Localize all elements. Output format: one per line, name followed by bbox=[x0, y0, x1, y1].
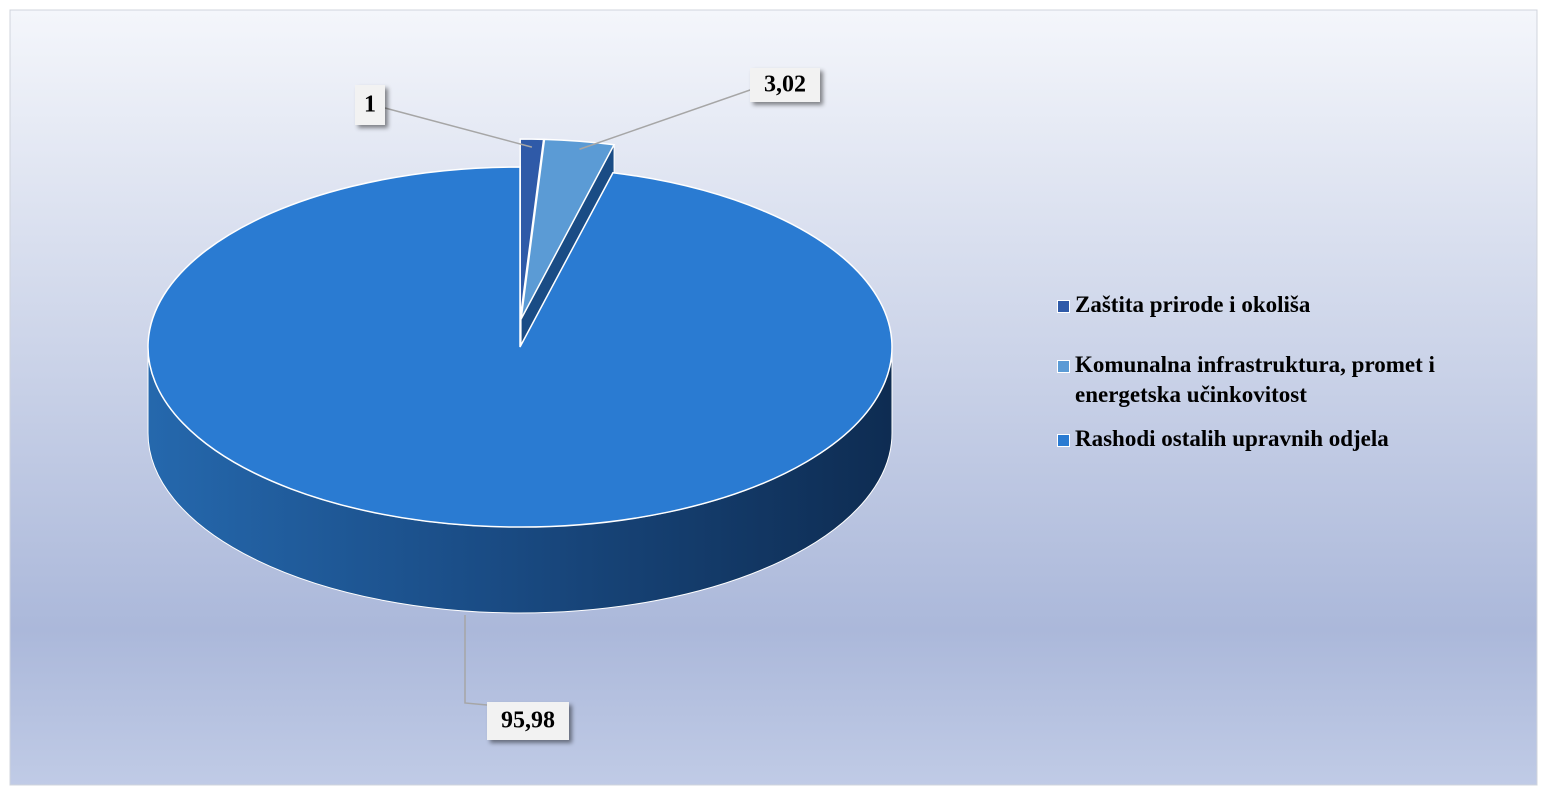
leader-line bbox=[384, 107, 533, 148]
slice bbox=[147, 166, 893, 528]
legend-label: Rashodi ostalih upravnih odjela bbox=[1075, 426, 1389, 451]
pie bbox=[147, 138, 893, 614]
leader-line bbox=[464, 615, 488, 706]
legend-item: Komunalna infrastruktura, promet i energ… bbox=[1055, 350, 1535, 410]
data-label-box bbox=[487, 702, 569, 740]
legend-item: Rashodi ostalih upravnih odjela bbox=[1055, 424, 1535, 454]
data-label: 1 bbox=[364, 92, 376, 118]
legend-label: Zaštita prirode i okoliša bbox=[1075, 292, 1311, 317]
legend-swatch bbox=[1057, 360, 1070, 373]
data-label: 3,02 bbox=[764, 72, 806, 98]
slice bbox=[519, 138, 545, 320]
legend-swatch bbox=[1057, 434, 1070, 447]
data-label: 95,98 bbox=[501, 708, 555, 734]
legend-swatch bbox=[1057, 300, 1070, 313]
slice bbox=[520, 138, 616, 320]
legend: Zaštita prirode i okoliša Komunalna infra… bbox=[1055, 290, 1535, 484]
legend-item: Zaštita prirode i okoliša bbox=[1055, 290, 1535, 320]
data-label-box bbox=[355, 85, 385, 125]
data-label-box bbox=[750, 68, 820, 102]
legend-label: Komunalna infrastruktura, promet i energ… bbox=[1075, 352, 1435, 407]
